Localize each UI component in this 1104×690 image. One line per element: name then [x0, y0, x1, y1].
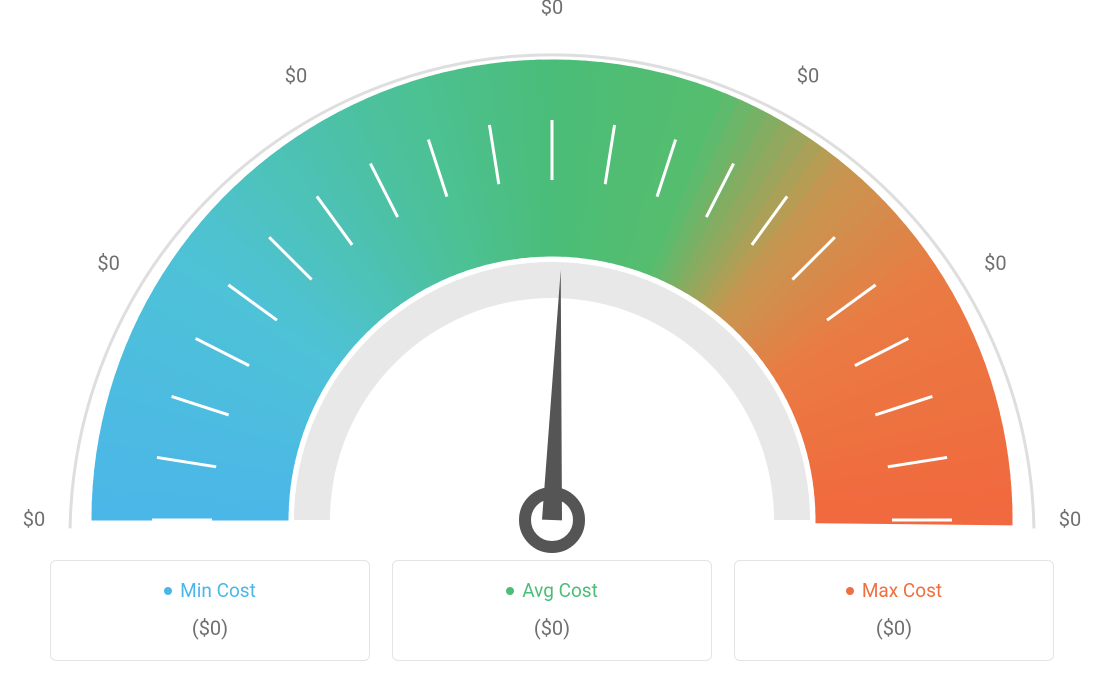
legend-row: Min Cost ($0) Avg Cost ($0) Max Cost ($0… [0, 560, 1104, 661]
gauge-scale-label: $0 [797, 64, 819, 88]
legend-box-min: Min Cost ($0) [50, 560, 370, 661]
legend-box-max: Max Cost ($0) [734, 560, 1054, 661]
legend-value-max: ($0) [745, 616, 1043, 640]
gauge-chart: $0 $0 $0 $0 $0 $0 $0 [0, 0, 1104, 560]
gauge-scale-label: $0 [285, 64, 307, 88]
legend-dot-max [846, 587, 854, 595]
legend-value-min: ($0) [61, 616, 359, 640]
legend-label-row: Max Cost [745, 579, 1043, 602]
gauge-scale-label: $0 [984, 251, 1006, 275]
gauge-scale-label: $0 [97, 251, 119, 275]
legend-label-row: Avg Cost [403, 579, 701, 602]
legend-dot-avg [506, 587, 514, 595]
legend-label-min: Min Cost [180, 579, 256, 602]
gauge-needle [542, 270, 562, 520]
legend-label-max: Max Cost [862, 579, 942, 602]
gauge-scale-label: $0 [23, 507, 45, 531]
legend-dot-min [164, 587, 172, 595]
gauge-svg: $0 $0 $0 $0 $0 $0 $0 [0, 0, 1104, 560]
legend-label-avg: Avg Cost [522, 579, 598, 602]
legend-value-avg: ($0) [403, 616, 701, 640]
gauge-scale-label: $0 [1059, 507, 1081, 531]
legend-box-avg: Avg Cost ($0) [392, 560, 712, 661]
legend-label-row: Min Cost [61, 579, 359, 602]
gauge-scale-label: $0 [541, 0, 563, 19]
